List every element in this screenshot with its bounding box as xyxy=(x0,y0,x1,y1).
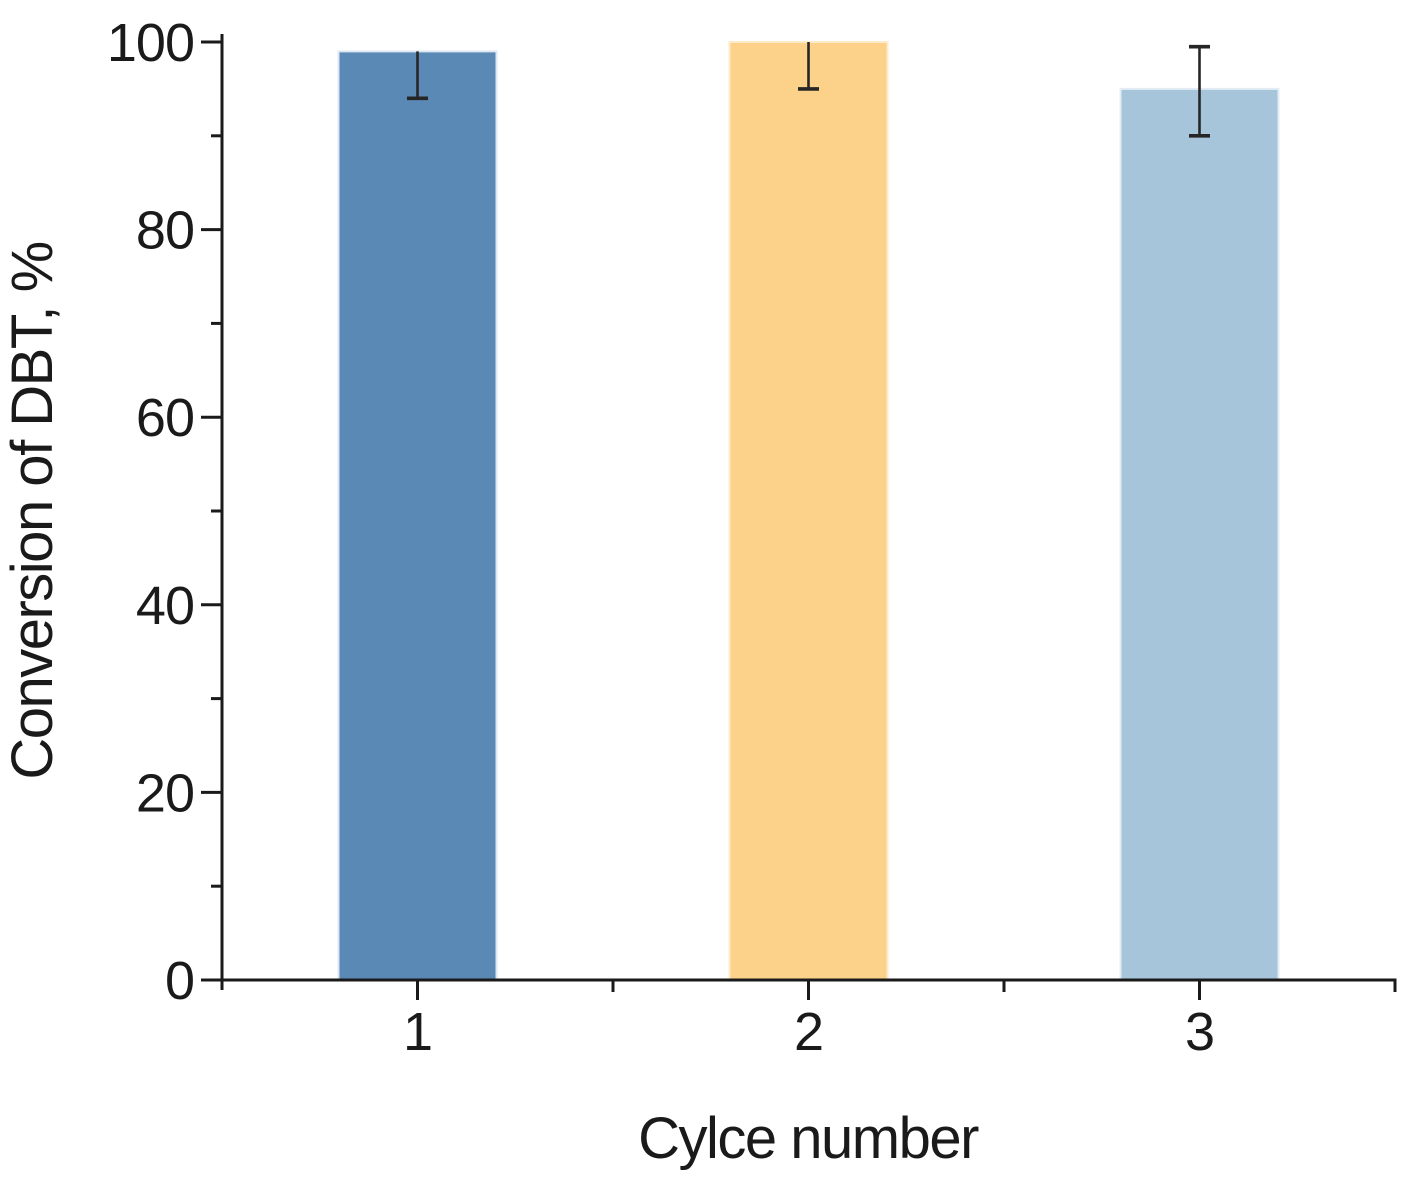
bar-cycle-3 xyxy=(1119,87,1280,981)
x-axis-title: Cylce number xyxy=(638,1106,979,1171)
tick-labels-layer: 0 20 40 60 80 100 1 2 3 xyxy=(107,13,1215,1062)
y-tick-label: 80 xyxy=(136,201,194,261)
bars-layer xyxy=(337,41,1280,981)
x-tick-label: 2 xyxy=(794,1002,823,1062)
y-tick-label: 0 xyxy=(165,951,194,1011)
bar-cycle-1 xyxy=(337,50,498,981)
y-tick-label: 20 xyxy=(136,763,194,823)
y-axis-title: Conversion of DBT, % xyxy=(0,242,65,779)
bar-cycle-2 xyxy=(728,41,889,981)
tick-marks-layer xyxy=(201,40,1201,1000)
y-tick-label: 100 xyxy=(107,13,194,73)
y-tick-label: 60 xyxy=(136,388,194,448)
x-tick-label: 3 xyxy=(1185,1002,1214,1062)
error-bars-layer xyxy=(407,42,1210,138)
y-tick-label: 40 xyxy=(136,576,194,636)
x-tick-label: 1 xyxy=(403,1002,432,1062)
